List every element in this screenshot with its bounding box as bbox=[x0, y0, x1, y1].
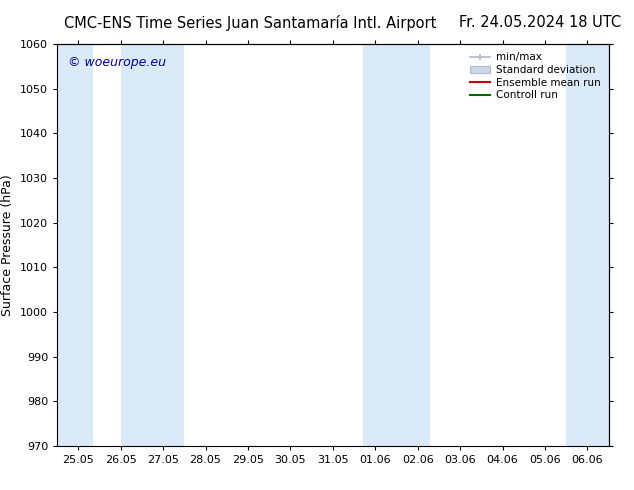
Bar bbox=[566, 44, 609, 446]
Text: © woeurope.eu: © woeurope.eu bbox=[68, 56, 166, 69]
Bar bbox=[120, 44, 184, 446]
Legend: min/max, Standard deviation, Ensemble mean run, Controll run: min/max, Standard deviation, Ensemble me… bbox=[467, 49, 604, 103]
Text: Fr. 24.05.2024 18 UTC: Fr. 24.05.2024 18 UTC bbox=[459, 15, 621, 30]
Bar bbox=[363, 44, 430, 446]
Y-axis label: Surface Pressure (hPa): Surface Pressure (hPa) bbox=[1, 174, 15, 316]
Text: CMC-ENS Time Series Juan Santamaría Intl. Airport: CMC-ENS Time Series Juan Santamaría Intl… bbox=[64, 15, 436, 31]
Bar bbox=[57, 44, 93, 446]
